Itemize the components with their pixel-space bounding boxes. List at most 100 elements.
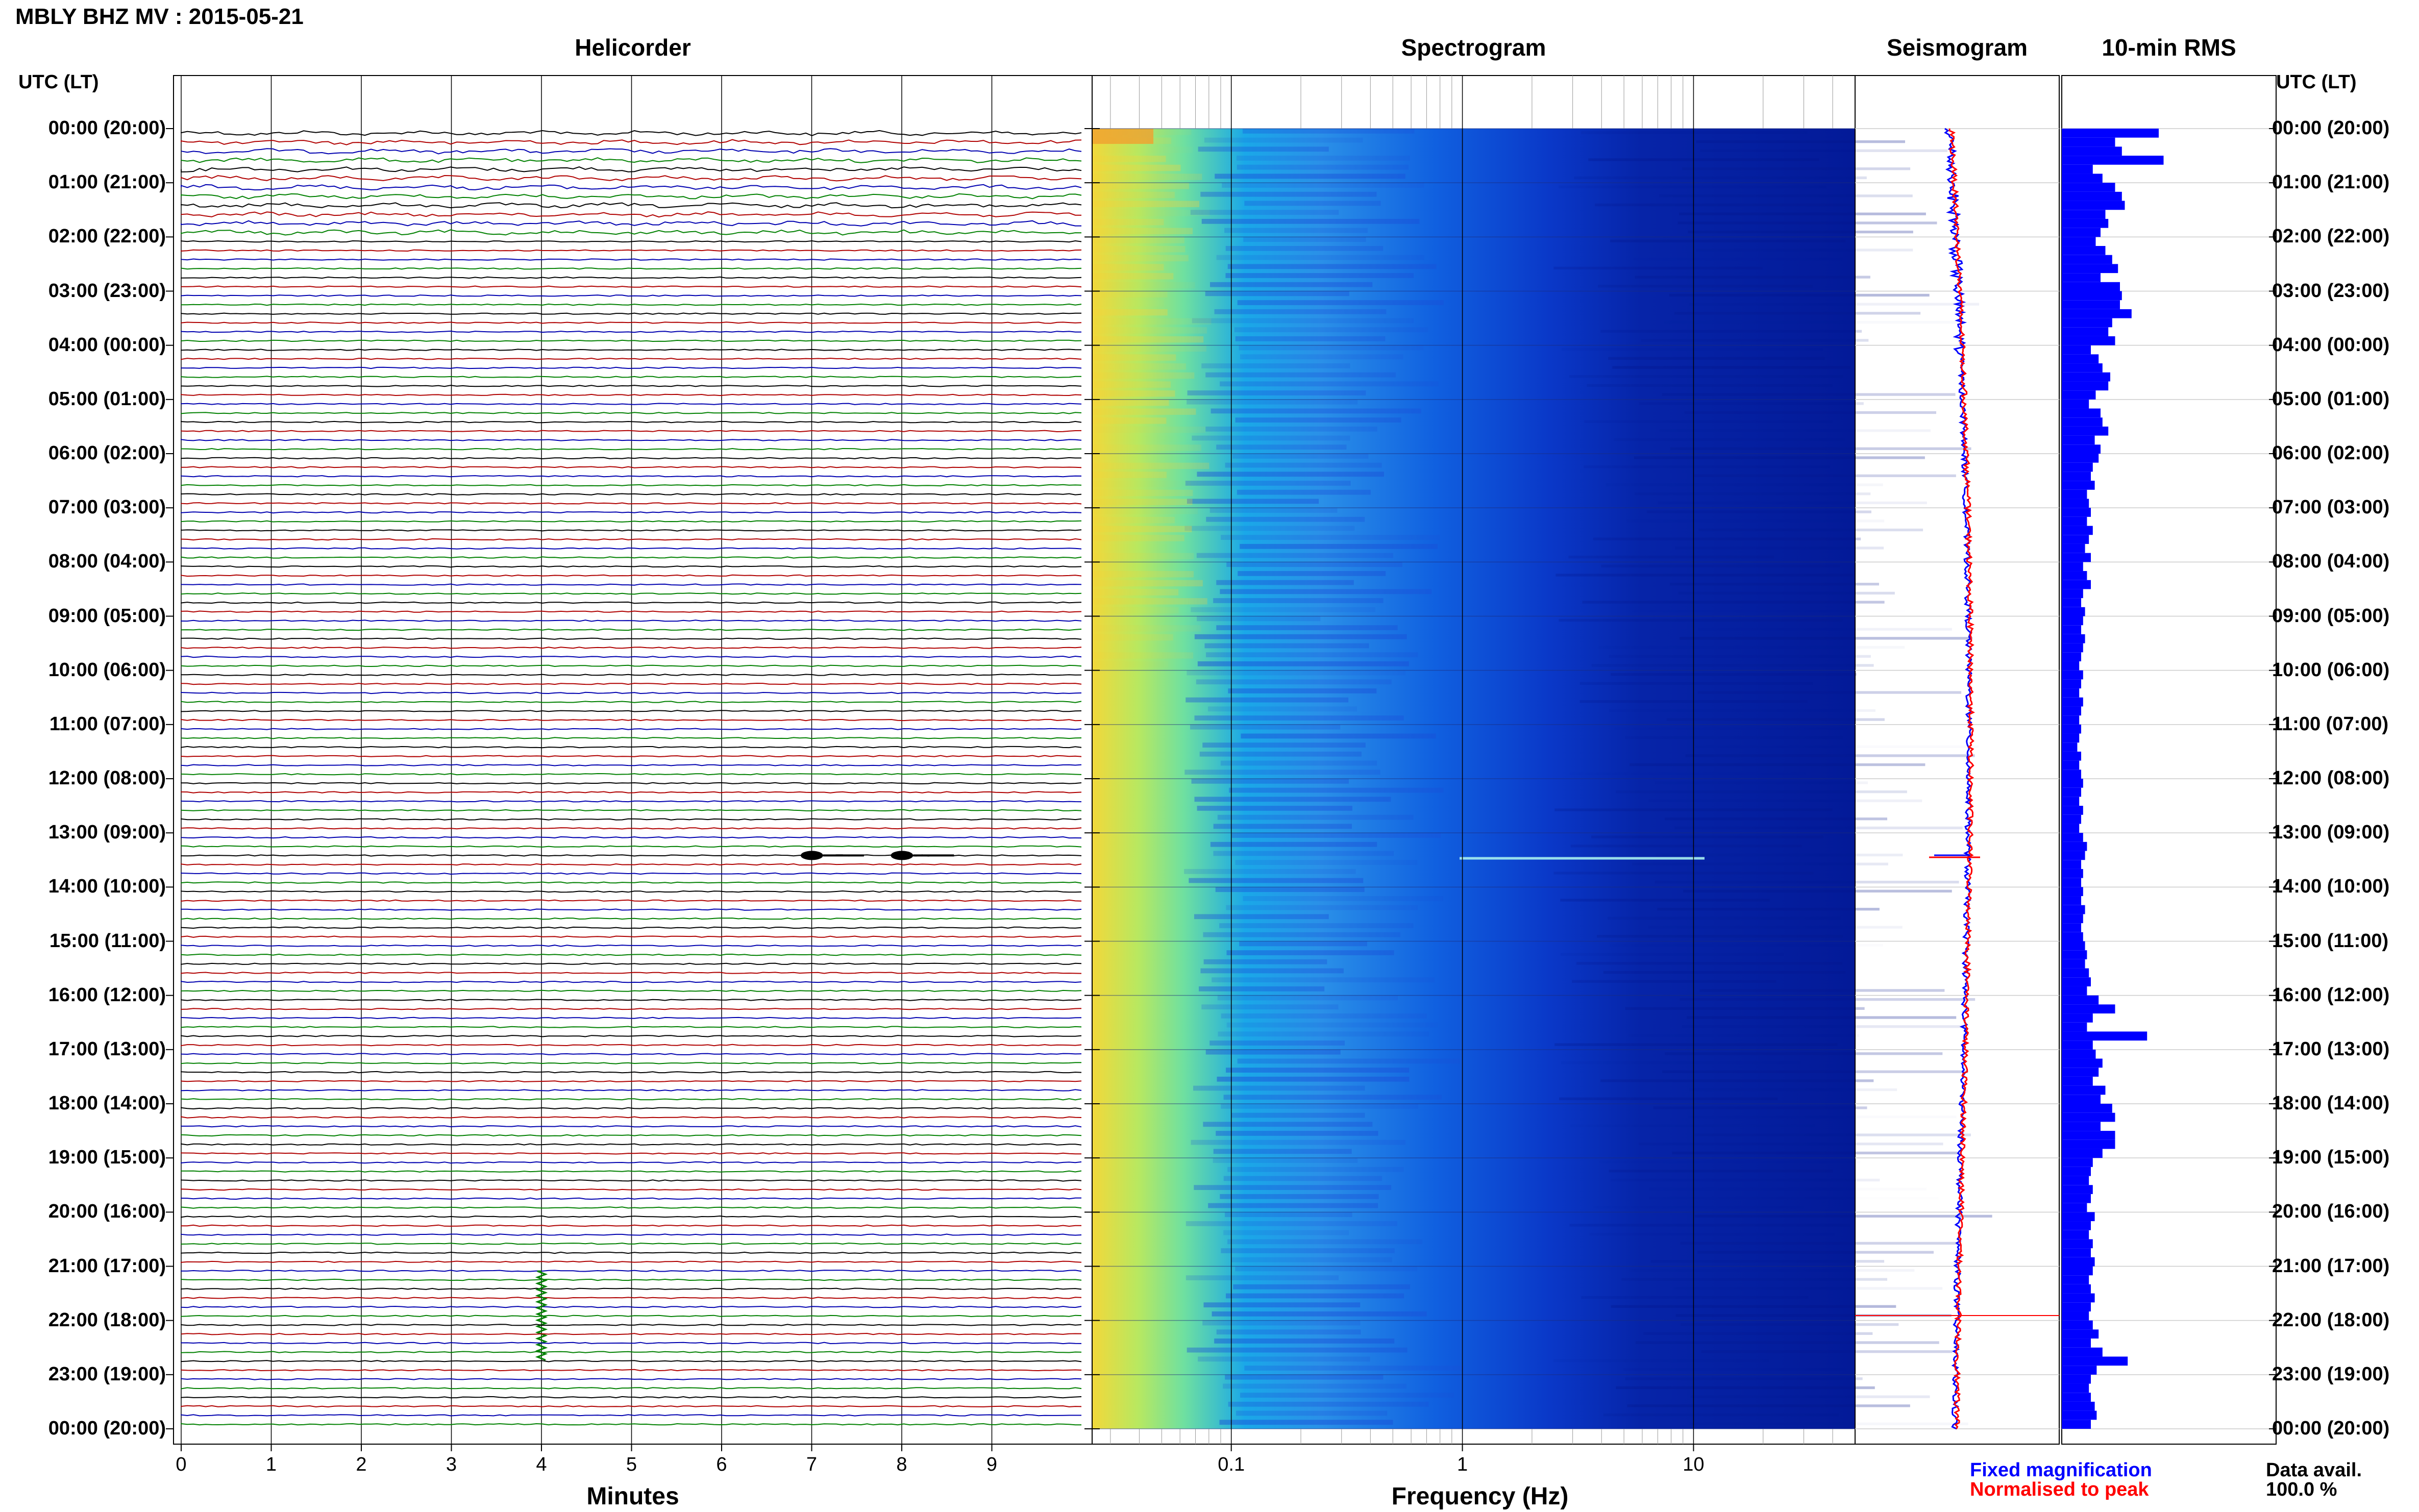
helicorder-trace <box>181 1089 1082 1092</box>
spectrogram-texture <box>1237 489 1371 495</box>
spectrogram-panel <box>1092 75 1992 1445</box>
spectrogram-texture <box>1092 390 1175 397</box>
spectrogram-texture <box>1674 312 1921 315</box>
spectrogram-texture <box>1641 339 1869 342</box>
spectrogram-texture <box>1625 736 1843 739</box>
rms-bar <box>2062 1049 2096 1059</box>
spectrogram-texture <box>1662 1070 1968 1073</box>
frequency-axis-label: Frequency (Hz) <box>1391 1483 1569 1510</box>
spectrogram-texture <box>1092 237 1184 243</box>
spectrogram-texture <box>1559 618 1843 622</box>
seismogram-fixed-trace <box>1944 128 1973 1430</box>
helicorder-trace <box>181 520 1082 523</box>
spectrogram-texture <box>1092 634 1173 641</box>
spectrogram-texture <box>1621 1278 1887 1281</box>
spectrogram-texture <box>1238 571 1386 576</box>
spectrogram-texture <box>1634 456 1925 459</box>
rms-bar <box>2062 1076 2093 1086</box>
spectrogram-texture <box>1217 814 1414 820</box>
helicorder-trace <box>181 655 1082 658</box>
spectrogram-texture <box>1591 664 1874 667</box>
spectrogram-texture <box>1092 327 1207 334</box>
time-label-left: 06:00 (02:00) <box>48 442 166 464</box>
rms-bar <box>2062 462 2093 472</box>
spectrogram-texture <box>1220 381 1439 387</box>
spectrogram-texture <box>1635 276 1870 279</box>
spectrogram-texture <box>1655 880 1959 884</box>
legend-normalised: Normalised to peak <box>1970 1479 2149 1500</box>
spectrogram-texture <box>1092 354 1176 361</box>
spectrogram-texture <box>1092 218 1164 226</box>
rms-bar <box>2062 1104 2112 1113</box>
rms-bar <box>2062 201 2125 210</box>
spectrogram-texture <box>1092 472 1167 478</box>
spectrogram-texture <box>1220 1194 1379 1199</box>
spectrogram-texture <box>1675 547 1884 550</box>
spectrogram-texture <box>1092 255 1189 262</box>
spectrogram-texture <box>1210 1040 1345 1046</box>
spectrogram-texture <box>1192 435 1350 441</box>
spectrogram-texture <box>1191 779 1349 784</box>
spectrogram-texture <box>1222 183 1424 188</box>
spectrogram-texture <box>1643 1332 1873 1335</box>
rms-bar <box>2062 1158 2093 1167</box>
spectrogram-texture <box>1092 444 1201 451</box>
spectrogram-texture <box>1235 336 1386 341</box>
rms-bar <box>2062 1266 2093 1276</box>
spectrogram-texture <box>1568 555 1774 559</box>
rms-bar <box>2062 733 2080 743</box>
spectrogram-texture <box>1186 1275 1339 1280</box>
spectrogram-texture <box>1698 528 1923 532</box>
rms-bar <box>2062 679 2081 689</box>
spectrogram-texture <box>1659 194 1913 197</box>
helicorder-trace <box>181 718 1082 722</box>
helicorder-trace <box>181 574 1082 577</box>
spectrogram-texture <box>1203 1302 1361 1308</box>
freq-tick-label: 10 <box>1683 1454 1704 1475</box>
helicorder-trace <box>181 538 1082 541</box>
time-label-right: 05:00 (01:00) <box>2272 388 2390 410</box>
helicorder-trace <box>181 1260 1082 1263</box>
rms-bar <box>2062 742 2078 752</box>
spectrogram-texture <box>1600 1079 1874 1082</box>
spectrogram-texture <box>1193 1085 1365 1091</box>
minutes-tick-label: 9 <box>986 1454 997 1475</box>
spectrogram-texture <box>1603 1413 1839 1417</box>
rms-bar <box>2062 779 2083 788</box>
helicorder-trace <box>181 755 1082 757</box>
spectrogram-texture <box>1606 483 1883 486</box>
rms-bar <box>2062 959 2085 969</box>
spectrogram-texture <box>1572 980 1776 983</box>
time-label-right: 18:00 (14:00) <box>2272 1093 2390 1114</box>
spectrogram-texture <box>1092 183 1189 189</box>
helicorder-trace <box>181 791 1082 794</box>
spectrogram-texture <box>1665 1052 1943 1055</box>
time-label-right: 11:00 (07:00) <box>2272 713 2389 735</box>
rms-bar <box>2062 923 2081 932</box>
rms-bar <box>2062 1221 2091 1230</box>
helicorder-trace <box>181 166 1082 172</box>
spectrogram-texture <box>1648 926 1903 929</box>
helicorder-trace <box>181 890 1082 893</box>
spectrogram-texture <box>1232 454 1369 459</box>
helicorder-trace <box>181 1007 1082 1010</box>
spectrogram-texture <box>1092 381 1171 388</box>
minutes-axis-label: Minutes <box>586 1483 679 1510</box>
spectrogram-texture <box>1184 770 1380 775</box>
spectrogram-texture <box>1630 763 1926 766</box>
rms-bar <box>2062 1203 2087 1212</box>
helicorder-trace <box>181 565 1082 568</box>
time-label-right: 06:00 (02:00) <box>2272 442 2390 464</box>
spectrogram-texture <box>1678 591 1895 595</box>
spectrogram-texture <box>1092 499 1193 505</box>
helicorder-trace <box>181 980 1082 983</box>
spectrogram-texture <box>1092 462 1210 469</box>
spectrogram-texture <box>1092 571 1194 578</box>
rms-bar <box>2062 435 2095 445</box>
helicorder-trace <box>181 130 1082 136</box>
rms-bar <box>2062 914 2083 924</box>
spectrogram-texture <box>1562 348 1823 351</box>
spectrogram-texture <box>1187 390 1366 395</box>
spectrogram-texture <box>1186 1221 1397 1226</box>
